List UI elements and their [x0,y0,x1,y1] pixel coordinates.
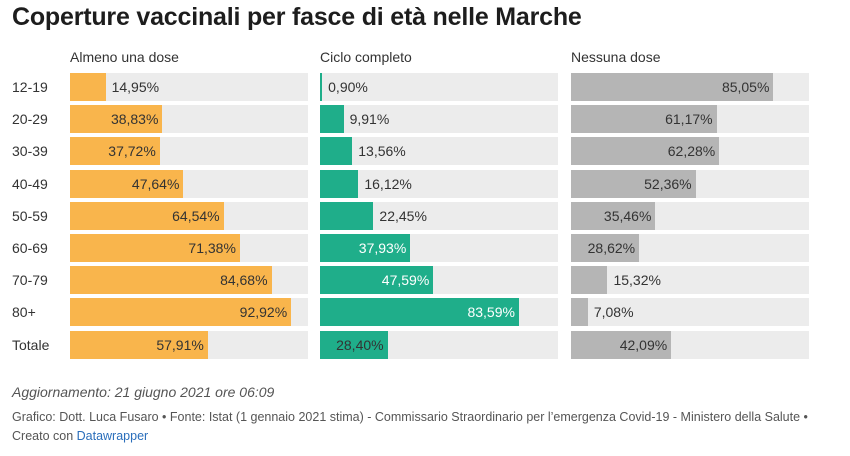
value-label-nessuna-dose-20-29: 61,17% [665,111,713,127]
bar-almeno-una-dose-30-39 [70,137,160,165]
bar-track-ciclo-completo-12-19: 0,90% [320,73,558,101]
bar-track-ciclo-completo-totale: 28,40% [320,331,558,359]
bar-track-nessuna-dose-20-29: 61,17% [571,105,809,133]
bar-track-almeno-una-dose-30-39: 37,72% [70,137,308,165]
value-label-almeno-una-dose-60-69: 71,38% [188,240,236,256]
bar-nessuna-dose-60-69 [571,234,640,262]
value-label-almeno-una-dose-70-79: 84,68% [220,272,268,288]
bar-nessuna-dose-80 [571,298,588,326]
bar-almeno-una-dose-60-69 [70,234,240,262]
category-label-70-79: 70-79 [12,272,48,288]
bar-track-nessuna-dose-totale: 42,09% [571,331,809,359]
value-label-ciclo-completo-80: 83,59% [467,304,515,320]
bar-nessuna-dose-20-29 [571,105,717,133]
bar-ciclo-completo-totale [320,331,388,359]
series-title-ciclo-completo: Ciclo completo [320,49,412,65]
value-label-ciclo-completo-50-59: 22,45% [379,208,427,224]
category-label-20-29: 20-29 [12,111,48,127]
value-label-almeno-una-dose-50-59: 64,54% [172,208,220,224]
category-label-50-59: 50-59 [12,208,48,224]
category-label-60-69: 60-69 [12,240,48,256]
value-label-nessuna-dose-70-79: 15,32% [613,272,661,288]
series-title-nessuna-dose: Nessuna dose [571,49,661,65]
bar-almeno-una-dose-40-49 [70,170,184,198]
bar-ciclo-completo-50-59 [320,202,374,230]
value-label-nessuna-dose-60-69: 28,62% [587,240,636,256]
bar-track-nessuna-dose-70-79: 15,32% [571,266,809,294]
bar-track-ciclo-completo-30-39: 13,56% [320,137,558,165]
bar-track-almeno-una-dose-20-29: 38,83% [70,105,308,133]
value-label-almeno-una-dose-totale: 57,91% [156,337,204,353]
category-label-80: 80+ [12,304,36,320]
category-label-30-39: 30-39 [12,143,48,159]
credits-text: Grafico: Dott. Luca Fusaro • Fonte: Ista… [12,410,808,443]
value-label-nessuna-dose-30-39: 62,28% [667,143,716,159]
bar-track-nessuna-dose-80: 7,08% [571,298,809,326]
bar-almeno-una-dose-12-19 [70,73,106,101]
bar-nessuna-dose-12-19 [571,73,774,101]
bar-track-ciclo-completo-40-49: 16,12% [320,170,558,198]
bar-almeno-una-dose-totale [70,331,208,359]
value-label-almeno-una-dose-40-49: 47,64% [131,176,180,192]
bar-track-nessuna-dose-30-39: 62,28% [571,137,809,165]
bar-track-almeno-una-dose-50-59: 64,54% [70,202,308,230]
value-label-ciclo-completo-70-79: 47,59% [381,272,430,288]
bar-track-almeno-una-dose-12-19: 14,95% [70,73,308,101]
bar-track-almeno-una-dose-40-49: 47,64% [70,170,308,198]
value-label-nessuna-dose-50-59: 35,46% [603,208,652,224]
bar-nessuna-dose-40-49 [571,170,696,198]
bar-ciclo-completo-20-29 [320,105,344,133]
category-label-totale: Totale [12,337,50,353]
bar-track-ciclo-completo-60-69: 37,93% [320,234,558,262]
bar-track-almeno-una-dose-totale: 57,91% [70,331,308,359]
bar-almeno-una-dose-50-59 [70,202,224,230]
value-label-nessuna-dose-totale: 42,09% [619,337,668,353]
value-label-almeno-una-dose-30-39: 37,72% [108,143,156,159]
bar-ciclo-completo-40-49 [320,170,359,198]
bar-track-ciclo-completo-70-79: 47,59% [320,266,558,294]
value-label-nessuna-dose-12-19: 85,05% [721,79,770,95]
bar-track-ciclo-completo-80: 83,59% [320,298,558,326]
bar-ciclo-completo-12-19 [320,73,323,101]
bar-almeno-una-dose-20-29 [70,105,163,133]
bar-track-nessuna-dose-50-59: 35,46% [571,202,809,230]
bar-track-almeno-una-dose-60-69: 71,38% [70,234,308,262]
bar-nessuna-dose-30-39 [571,137,720,165]
value-label-ciclo-completo-12-19: 0,90% [328,79,368,95]
value-label-ciclo-completo-40-49: 16,12% [364,176,412,192]
bar-track-nessuna-dose-40-49: 52,36% [571,170,809,198]
value-label-almeno-una-dose-12-19: 14,95% [111,79,160,95]
value-label-ciclo-completo-60-69: 37,93% [358,240,407,256]
bar-track-nessuna-dose-12-19: 85,05% [571,73,809,101]
bar-nessuna-dose-totale [571,331,672,359]
bar-track-nessuna-dose-60-69: 28,62% [571,234,809,262]
bar-nessuna-dose-70-79 [571,266,608,294]
bar-track-almeno-una-dose-80: 92,92% [70,298,308,326]
datawrapper-link[interactable]: Datawrapper [76,429,149,443]
value-label-ciclo-completo-30-39: 13,56% [358,143,406,159]
category-label-40-49: 40-49 [12,176,48,192]
value-label-almeno-una-dose-20-29: 38,83% [110,111,159,127]
bar-track-ciclo-completo-50-59: 22,45% [320,202,558,230]
bar-nessuna-dose-50-59 [571,202,656,230]
value-label-ciclo-completo-totale: 28,40% [336,337,384,353]
credits: Grafico: Dott. Luca Fusaro • Fonte: Ista… [12,408,812,446]
category-label-12-19: 12-19 [12,79,48,95]
bar-almeno-una-dose-80 [70,298,292,326]
update-note: Aggiornamento: 21 giugno 2021 ore 06:09 [12,384,275,400]
value-label-almeno-una-dose-80: 92,92% [239,304,288,320]
series-title-almeno-una-dose: Almeno una dose [70,49,179,65]
bar-ciclo-completo-80 [320,298,519,326]
chart-title: Coperture vaccinali per fasce di età nel… [12,3,582,31]
bar-ciclo-completo-70-79 [320,266,434,294]
bar-almeno-una-dose-70-79 [70,266,272,294]
bar-ciclo-completo-60-69 [320,234,411,262]
value-label-ciclo-completo-20-29: 9,91% [349,111,390,127]
value-label-nessuna-dose-40-49: 52,36% [644,176,692,192]
value-label-nessuna-dose-80: 7,08% [593,304,634,320]
bar-track-almeno-una-dose-70-79: 84,68% [70,266,308,294]
bar-track-ciclo-completo-20-29: 9,91% [320,105,558,133]
bar-ciclo-completo-30-39 [320,137,353,165]
